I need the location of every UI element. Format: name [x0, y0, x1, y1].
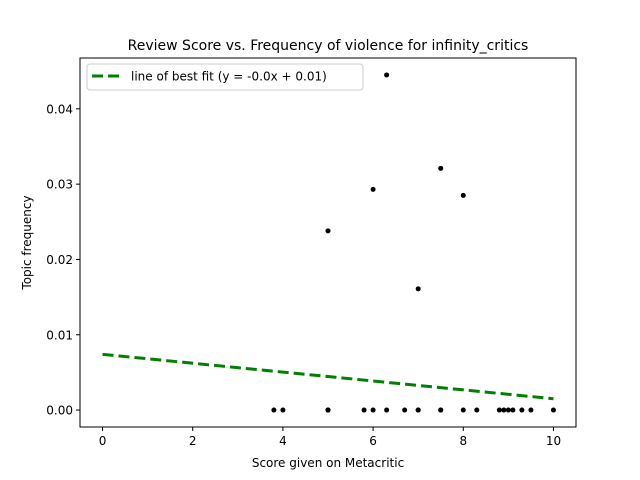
- y-tick-label: 0.00: [46, 404, 73, 418]
- data-point: [519, 407, 525, 413]
- data-point: [438, 407, 444, 413]
- legend: line of best fit (y = -0.0x + 0.01): [86, 63, 364, 91]
- data-point: [550, 407, 556, 413]
- data-point: [415, 407, 421, 413]
- data-point: [370, 186, 376, 192]
- legend-box: [86, 63, 364, 91]
- data-point: [438, 165, 444, 171]
- data-point: [496, 407, 502, 413]
- x-tick-label: 4: [279, 434, 287, 448]
- y-tick-label: 0.04: [46, 102, 73, 116]
- data-point: [280, 407, 286, 413]
- data-point: [325, 407, 331, 413]
- x-axis: 0 2 4 6 8 10: [99, 427, 561, 448]
- data-point: [361, 407, 367, 413]
- data-point: [271, 407, 277, 413]
- x-axis-label: Score given on Metacritic: [252, 456, 404, 470]
- x-tick-label: 2: [189, 434, 197, 448]
- data-point: [460, 192, 466, 198]
- y-axis-label: Topic frequency: [20, 195, 34, 290]
- y-tick-label: 0.01: [46, 328, 73, 342]
- legend-label: line of best fit (y = -0.0x + 0.01): [131, 70, 327, 84]
- x-tick-label: 8: [459, 434, 467, 448]
- x-tick-label: 10: [546, 434, 561, 448]
- data-point: [384, 72, 390, 78]
- data-point: [510, 407, 516, 413]
- y-tick-label: 0.03: [46, 178, 73, 192]
- data-point: [415, 286, 421, 292]
- y-axis: 0.00 0.01 0.02 0.03 0.04: [46, 102, 80, 418]
- data-point: [402, 407, 408, 413]
- plot-frame: [79, 57, 577, 428]
- x-tick-label: 0: [99, 434, 107, 448]
- data-point: [384, 407, 390, 413]
- data-point: [528, 407, 534, 413]
- chart-title: Review Score vs. Frequency of violence f…: [128, 38, 529, 54]
- best-fit-line: [102, 352, 554, 401]
- x-tick-label: 6: [369, 434, 377, 448]
- data-point: [460, 407, 466, 413]
- data-point: [370, 407, 376, 413]
- plot-area: [102, 72, 556, 413]
- data-point: [501, 407, 507, 413]
- data-point: [474, 407, 480, 413]
- data-point: [325, 228, 331, 234]
- data-point: [505, 407, 511, 413]
- y-tick-label: 0.02: [46, 253, 73, 267]
